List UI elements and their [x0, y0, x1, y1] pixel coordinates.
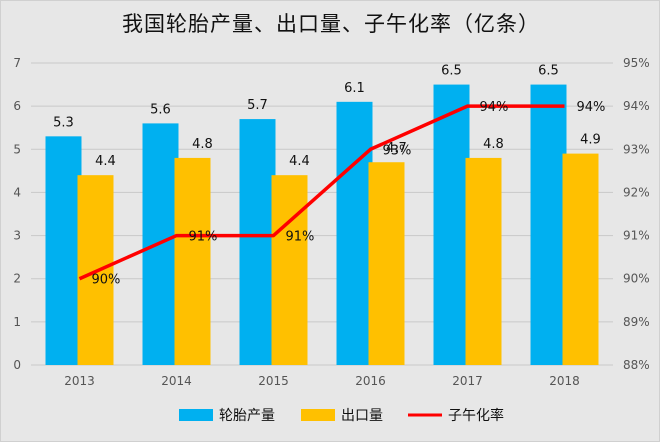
data-label-export: 4.4	[95, 154, 116, 169]
x-tick-label: 2017	[452, 374, 483, 388]
legend-label: 轮胎产量	[219, 408, 275, 424]
y-left-tick-label: 5	[13, 142, 21, 156]
data-label-export: 4.8	[483, 137, 504, 152]
bar-production	[530, 84, 567, 366]
y-right-tick-label: 95%	[623, 56, 650, 70]
x-tick-label: 2016	[355, 374, 386, 388]
data-label-export: 4.9	[580, 133, 601, 148]
bar-export	[368, 162, 405, 365]
bar-production	[45, 136, 82, 365]
y-left-tick-label: 0	[13, 358, 21, 372]
bar-export	[562, 153, 599, 365]
data-label-production: 5.6	[150, 102, 171, 117]
legend-label: 出口量	[341, 408, 383, 424]
data-label-export: 4.4	[289, 154, 310, 169]
chart-title: 我国轮胎产量、出口量、子午化率（亿条）	[122, 12, 540, 36]
bar-production	[239, 119, 276, 365]
x-tick-label: 2014	[161, 374, 192, 388]
x-tick-label: 2013	[64, 374, 95, 388]
y-right-tick-label: 89%	[623, 315, 650, 329]
bar-production	[433, 84, 470, 366]
y-left-tick-label: 1	[13, 315, 21, 329]
data-label-radial-rate: 91%	[189, 230, 218, 245]
y-left-tick-label: 3	[13, 229, 21, 243]
data-label-production: 5.3	[53, 115, 74, 130]
x-tick-label: 2015	[258, 374, 289, 388]
data-label-export: 4.7	[386, 141, 407, 156]
line-radial-rate	[78, 104, 565, 281]
data-label-production: 6.5	[441, 64, 462, 79]
y-left-tick-label: 2	[13, 272, 21, 286]
y-right-tick-label: 88%	[623, 358, 650, 372]
x-tick-label: 2018	[549, 374, 580, 388]
bar-production	[336, 101, 373, 365]
y-right-tick-label: 93%	[623, 142, 650, 156]
data-label-production: 6.5	[538, 64, 559, 79]
y-left-tick-label: 4	[13, 185, 21, 199]
y-left-tick-label: 7	[13, 56, 21, 70]
data-label-radial-rate: 94%	[480, 100, 509, 115]
data-label-radial-rate: 91%	[286, 230, 315, 245]
bar-export	[271, 175, 308, 365]
y-right-tick-label: 91%	[623, 229, 650, 243]
legend-swatch-export	[301, 409, 335, 421]
y-left-tick-label: 6	[13, 99, 21, 113]
data-label-production: 5.7	[247, 98, 268, 113]
data-label-radial-rate: 94%	[577, 100, 606, 115]
data-label-radial-rate: 90%	[92, 273, 121, 288]
legend-label: 子午化率	[448, 407, 504, 424]
legend-swatch-production	[179, 409, 213, 421]
y-right-tick-label: 92%	[623, 185, 650, 199]
bar-export	[174, 157, 211, 365]
data-label-radial-rate: 93%	[383, 143, 412, 158]
y-right-tick-label: 94%	[623, 99, 650, 113]
data-label-production: 6.1	[344, 81, 365, 96]
bar-export	[465, 157, 502, 365]
data-label-export: 4.8	[192, 137, 213, 152]
y-right-tick-label: 90%	[623, 272, 650, 286]
